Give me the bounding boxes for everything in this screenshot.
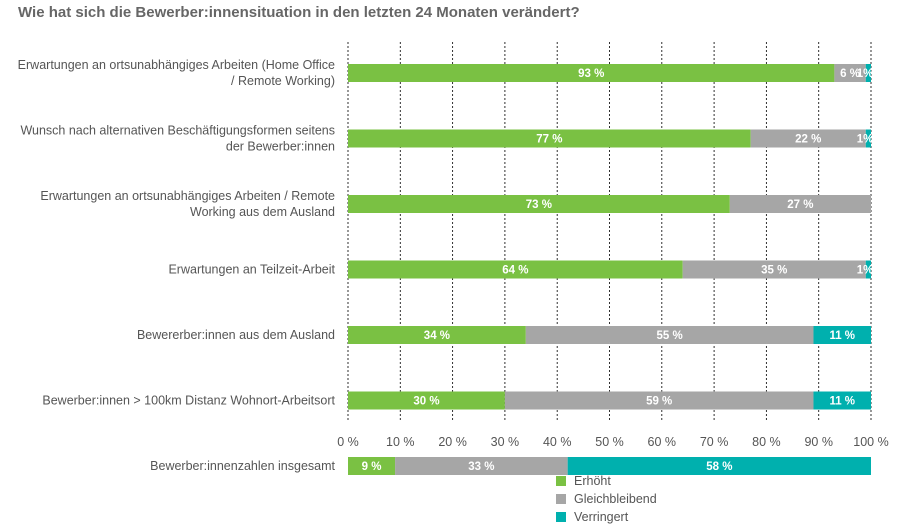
data-label: 22 % [795, 134, 821, 146]
category-label: Erwartungen an ortsunabhängiges Arbeiten… [18, 58, 335, 72]
x-axis-ticks: 0 % 10 % 20 % 30 % 40 % 50 % 60 % 70 % 80 % 90 % 1… [337, 435, 889, 449]
category-label: der Bewerber:innen [226, 140, 335, 154]
bar-segment [348, 64, 835, 82]
x-tick-label: 40 % [543, 435, 572, 449]
bar-segment [834, 64, 866, 82]
legend-swatch [556, 512, 566, 522]
x-tick-label: 80 % [752, 435, 781, 449]
x-tick-label: 90 % [804, 435, 833, 449]
data-label: 73 % [526, 199, 552, 211]
legend: Erhöht Gleichbleibend Verringert [556, 472, 657, 526]
data-label: 64 % [502, 265, 528, 277]
bar-segment [348, 457, 396, 475]
category-label: Wunsch nach alternativen Beschäftigungsf… [20, 124, 335, 138]
legend-item: Erhöht [556, 472, 657, 490]
bar-segment [348, 391, 505, 410]
category-labels: Erwartungen an ortsunabhängiges Arbeiten… [18, 58, 336, 473]
data-label: 11 % [829, 396, 855, 408]
bar-segment [348, 195, 730, 213]
legend-label: Gleichbleibend [574, 492, 657, 506]
bar-segment [865, 129, 871, 148]
data-label: 77 % [536, 134, 562, 146]
bar-segment [348, 129, 751, 148]
legend-label: Erhöht [574, 474, 611, 488]
x-tick-label: 60 % [648, 435, 677, 449]
x-tick-label: 10 % [386, 435, 415, 449]
bar-segment [348, 260, 683, 279]
bar-segment [504, 391, 814, 410]
category-label: / Remote Working) [231, 74, 335, 88]
data-label: 1% [857, 68, 874, 80]
category-label: Bewererber:innen aus dem Ausland [137, 328, 335, 342]
bars [348, 64, 871, 475]
gridlines [347, 42, 872, 420]
data-label: 55 % [657, 330, 683, 342]
x-tick-label: 20 % [438, 435, 467, 449]
category-label: Erwartungen an ortsunabhängiges Arbeiten… [40, 189, 335, 203]
data-label: 11 % [829, 330, 855, 342]
category-label: Bewerber:innenzahlen insgesamt [150, 459, 335, 473]
bar-segment [750, 129, 866, 148]
bar-segment [395, 457, 568, 475]
data-label: 93 % [578, 68, 604, 80]
legend-swatch [556, 476, 566, 486]
legend-item: Verringert [556, 508, 657, 526]
bar-segment [567, 457, 871, 475]
data-label: 9 % [362, 461, 382, 473]
x-tick-label: 70 % [700, 435, 729, 449]
bar-segment [729, 195, 871, 213]
bar-segment [682, 260, 866, 279]
data-label: 1% [857, 265, 874, 277]
chart-title: Wie hat sich die Bewerber:innensituation… [18, 4, 580, 21]
data-label: 1% [857, 134, 874, 146]
data-label: 33 % [468, 461, 494, 473]
data-label: 30 % [413, 396, 439, 408]
data-label: 35 % [761, 265, 787, 277]
category-label: Working aus dem Ausland [190, 205, 335, 219]
x-tick-label: 30 % [491, 435, 520, 449]
bar-segment [813, 326, 871, 344]
data-label: 34 % [424, 330, 450, 342]
data-label: 27 % [787, 199, 813, 211]
bar-segment [865, 64, 871, 82]
data-label: 58 % [706, 461, 732, 473]
legend-item: Gleichbleibend [556, 490, 657, 508]
legend-swatch [556, 494, 566, 504]
bar-segment [525, 326, 814, 344]
category-label: Bewerber:innen > 100km Distanz Wohnort-A… [42, 394, 335, 408]
bar-segment [865, 260, 871, 279]
x-tick-label: 0 % [337, 435, 359, 449]
category-label: Erwartungen an Teilzeit-Arbeit [168, 263, 335, 277]
bar-segment [348, 326, 526, 344]
x-tick-label: 100 % [853, 435, 888, 449]
legend-label: Verringert [574, 510, 629, 524]
data-labels: 93 % 6 %1%77 % 22 % 1%73 % 27 %64 % 35 % 1%34 … [362, 68, 874, 473]
data-label: 59 % [646, 396, 672, 408]
data-label: 6 % [840, 68, 860, 80]
x-tick-label: 50 % [595, 435, 624, 449]
bar-segment [813, 391, 871, 410]
